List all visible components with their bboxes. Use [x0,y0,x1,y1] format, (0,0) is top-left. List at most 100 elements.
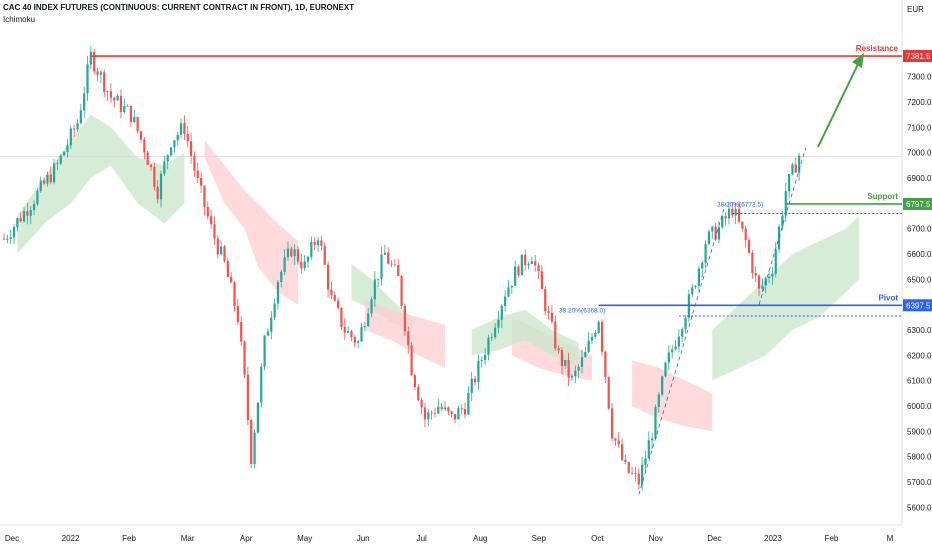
ichimoku-cloud [17,114,185,254]
candle-body [19,218,22,222]
candle-body [109,91,113,98]
candle-body [243,341,246,375]
candle-body [520,254,523,276]
candle-body [193,155,196,171]
y-tick-label: 6600.0 [907,250,932,259]
candle-body [393,264,396,266]
pivot-label: Pivot [878,293,898,302]
candle-body [22,211,26,222]
x-tick-label: Nov [649,534,663,543]
y-tick-label: 5900.0 [907,427,932,436]
candle-body [253,432,256,464]
candle-body [443,407,447,410]
candle-body [286,248,290,258]
candle-body [767,276,771,279]
candle-body [387,252,390,264]
x-tick-label: Mar [181,534,195,543]
candle-body [677,336,680,347]
candle-body [794,164,797,173]
fib-trend-line [638,203,727,495]
candle-body [123,105,126,112]
projection-arrow[interactable] [817,59,861,148]
candle-body [477,360,480,383]
candle-body [590,336,594,341]
candle-body [246,374,249,421]
candle-body [714,226,717,240]
y-tick-label: 6900.0 [907,174,932,183]
candle-body [661,376,664,395]
candle-body [93,51,96,72]
resistance-label: Resistance [856,44,899,53]
candle-body [777,226,781,250]
candle-body [210,216,213,225]
candle-body [9,237,12,239]
candle-body [717,227,721,240]
candle-body [554,321,557,349]
candle-body [59,155,62,164]
candle-body [747,239,751,253]
y-tick-label: 6000.0 [907,402,932,411]
candle-body [29,210,32,216]
candle-body [403,305,407,332]
candle-body [6,238,9,240]
candle-body [233,282,236,306]
x-tick-label: Jun [357,534,370,543]
candle-body [106,91,109,93]
candle-body [487,337,490,355]
candle-body [641,464,644,485]
candle-body [126,105,129,107]
candle-body [390,263,393,265]
indicator-label[interactable]: Ichimoku [3,15,36,24]
candle-body [263,335,266,367]
candle-body [56,163,59,165]
candle-body [183,123,186,135]
x-tick-label: 2023 [764,534,782,543]
candle-body [731,208,734,216]
candle-body [46,174,49,184]
candle-body [230,276,233,283]
y-tick-label: 7100.0 [907,123,932,132]
candle-body [39,180,42,191]
candle-body [798,155,801,173]
candle-body [116,95,119,101]
candle-body [567,359,570,378]
candle-body [754,273,757,276]
candle-body [470,378,473,393]
candle-body [594,333,597,337]
candle-body [113,97,116,101]
candle-body [159,173,163,200]
candle-body [433,412,437,414]
candle-body [179,123,183,135]
candle-body [223,246,226,261]
y-tick-label: 6300.0 [907,326,932,335]
candle-body [537,265,540,272]
candle-body [497,319,500,328]
candle-body [143,139,146,153]
candle-body [316,240,320,245]
x-tick-label: Feb [825,534,839,543]
candle-body [483,354,487,360]
candle-body [407,331,410,346]
candle-body [420,400,423,408]
candle-body [69,128,72,146]
candle-body [507,287,510,297]
candle-body [630,472,634,474]
candle-body [457,408,460,420]
candle-body [290,248,293,257]
candle-body [570,376,574,378]
candle-body [781,215,784,227]
candle-body [737,208,741,222]
candle-body [323,245,326,265]
y-tick-label: 6700.0 [907,225,932,234]
candle-body [694,285,697,288]
candle-body [447,407,450,412]
candle-body [156,186,159,200]
candle-body [383,252,386,255]
support-label: Support [867,192,898,201]
candle-body [550,312,554,322]
fib-trend-line [758,147,807,305]
candle-body [744,228,747,240]
candle-body [580,357,584,367]
candle-body [73,128,76,130]
